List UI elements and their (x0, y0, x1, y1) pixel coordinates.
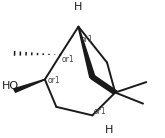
Text: H: H (74, 2, 83, 12)
Text: or1: or1 (47, 76, 60, 85)
Polygon shape (91, 75, 117, 94)
Polygon shape (14, 79, 45, 92)
Text: or1: or1 (61, 55, 74, 64)
Text: or1: or1 (94, 107, 107, 116)
Polygon shape (78, 27, 95, 77)
Text: or1: or1 (81, 35, 94, 44)
Text: H: H (105, 125, 114, 135)
Text: HO: HO (1, 81, 19, 91)
